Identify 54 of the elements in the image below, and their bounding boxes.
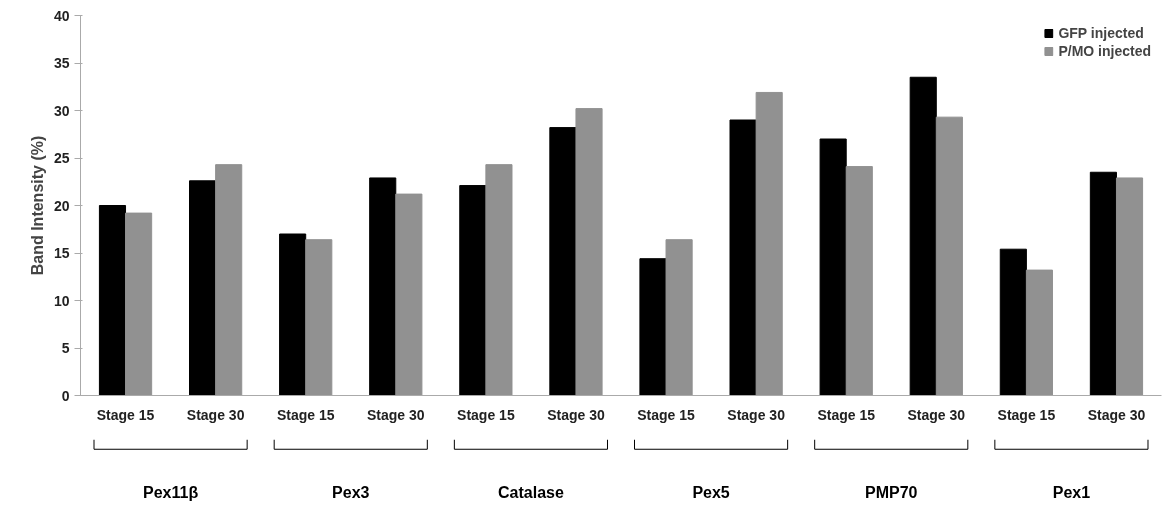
- y-tick-label: 30: [53, 102, 70, 119]
- x-tick-label: Stage 30: [186, 406, 245, 423]
- bar: [305, 239, 333, 396]
- x-tick-label: Stage 15: [817, 406, 876, 423]
- text: Pex3: [332, 483, 370, 501]
- text: Pex1: [1052, 483, 1091, 501]
- bar: [935, 116, 963, 396]
- bar: [575, 108, 603, 396]
- bar: [279, 233, 307, 396]
- bar: [909, 76, 937, 396]
- y-axis-title: Band Intensity (%): [28, 135, 46, 276]
- bar: [215, 164, 243, 396]
- y-tick-label: 5: [61, 340, 70, 356]
- y-tick-label: 25: [53, 150, 70, 166]
- y-tick-label: 20: [53, 197, 70, 214]
- bar: [485, 164, 513, 396]
- bar: [125, 212, 153, 396]
- text: PMP70: [865, 483, 918, 501]
- y-tick-label: 40: [53, 7, 70, 24]
- bar: [665, 239, 693, 396]
- x-tick-label: Stage 30: [1087, 406, 1146, 423]
- y-tick-label: 0: [61, 387, 70, 404]
- x-tick-label: Stage 15: [276, 406, 335, 423]
- x-tick-label: Stage 15: [457, 406, 515, 423]
- bar: [189, 180, 217, 396]
- text: Pex11β: [143, 483, 199, 501]
- bar: [999, 248, 1027, 396]
- bar: [369, 177, 397, 396]
- x-tick-label: Stage 30: [907, 406, 966, 423]
- legend-label: P/MO injected: [1058, 43, 1151, 59]
- x-tick-label: Stage 30: [547, 406, 605, 423]
- bar: [1025, 269, 1053, 396]
- y-tick-label: 35: [53, 55, 70, 71]
- bar: [1115, 177, 1144, 396]
- bar: [98, 205, 127, 396]
- bar: [549, 127, 577, 396]
- bar: [729, 119, 757, 396]
- bar: [845, 166, 873, 396]
- x-tick-label: Stage 15: [997, 406, 1056, 423]
- bar: [459, 185, 487, 396]
- y-tick-label: 15: [53, 245, 70, 261]
- bar: [395, 193, 423, 396]
- text: Catalase: [498, 483, 564, 501]
- legend-label: GFP injected: [1058, 25, 1144, 41]
- y-tick-label: 10: [53, 292, 70, 309]
- bar: [1089, 171, 1117, 396]
- bar: [819, 138, 847, 396]
- x-tick-label: Stage 15: [637, 406, 696, 423]
- x-tick-label: Stage 30: [727, 406, 786, 423]
- bar: [639, 258, 667, 396]
- text: Pex5: [692, 483, 730, 501]
- x-tick-label: Stage 30: [367, 406, 425, 423]
- bar: [755, 91, 783, 396]
- x-tick-label: Stage 15: [96, 406, 155, 423]
